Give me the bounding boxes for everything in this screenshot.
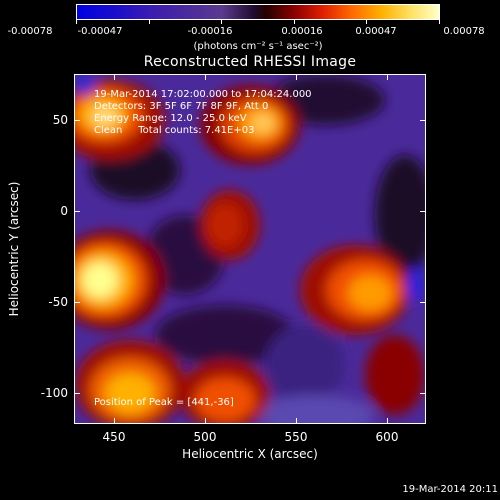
colorbar: [76, 4, 440, 20]
colorbar-label: 0.00078: [443, 26, 485, 37]
heatmap-image: [75, 75, 425, 423]
y-tick: [74, 211, 80, 212]
colorbar-tick: [294, 20, 295, 24]
y-tick: [74, 393, 80, 394]
x-tick: [114, 418, 115, 424]
x-tick: [387, 418, 388, 424]
colorbar-tick: [439, 20, 440, 24]
x-tick-label: 600: [375, 430, 399, 444]
y-tick-label: -50: [48, 295, 68, 309]
colorbar-tick: [76, 20, 77, 24]
colorbar-tick: [221, 20, 222, 24]
y-axis-label: Heliocentric Y (arcsec): [7, 181, 21, 317]
clean-counts-text: Clean Total counts: 7.41E+03: [94, 125, 255, 136]
x-tick-label: 450: [102, 430, 126, 444]
x-axis-label: Heliocentric X (arcsec): [182, 447, 318, 461]
colorbar-label: -0.00078: [7, 26, 53, 37]
time-range-text: 19-Mar-2014 17:02:00.000 to 17:04:24.000: [94, 89, 312, 100]
timestamp: 19-Mar-2014 20:11: [402, 484, 498, 495]
x-tick-top: [296, 74, 297, 80]
x-tick-label: 550: [284, 430, 308, 444]
y-tick-label: 0: [60, 204, 68, 218]
y-tick-right: [420, 211, 426, 212]
y-tick-label: 50: [52, 113, 68, 127]
colorbar-label: -0.00016: [187, 26, 233, 37]
colorbar-tick: [366, 20, 367, 24]
peak-position-text: Position of Peak = [441,-36]: [94, 397, 234, 408]
colorbar-tick: [149, 20, 150, 24]
x-tick-top: [205, 74, 206, 80]
y-tick-right: [420, 120, 426, 121]
y-tick-label: -100: [40, 386, 68, 400]
y-tick-right: [420, 302, 426, 303]
detectors-text: Detectors: 3F 5F 6F 7F 8F 9F, Att 0: [94, 101, 269, 112]
colorbar-label: 0.00047: [355, 26, 397, 37]
colorbar-units: (photons cm⁻² s⁻¹ asec⁻²): [193, 41, 323, 52]
energy-range-text: Energy Range: 12.0 - 25.0 keV: [94, 113, 247, 124]
y-tick: [74, 302, 80, 303]
x-tick: [296, 418, 297, 424]
x-tick-label: 500: [193, 430, 217, 444]
colorbar-label: -0.00047: [77, 26, 123, 37]
x-tick-top: [114, 74, 115, 80]
image-plot: [74, 74, 426, 424]
x-tick-top: [387, 74, 388, 80]
colorbar-label: 0.00016: [281, 26, 323, 37]
y-tick: [74, 120, 80, 121]
image-title: Reconstructed RHESSI Image: [143, 54, 357, 70]
y-tick-right: [420, 393, 426, 394]
x-tick: [205, 418, 206, 424]
